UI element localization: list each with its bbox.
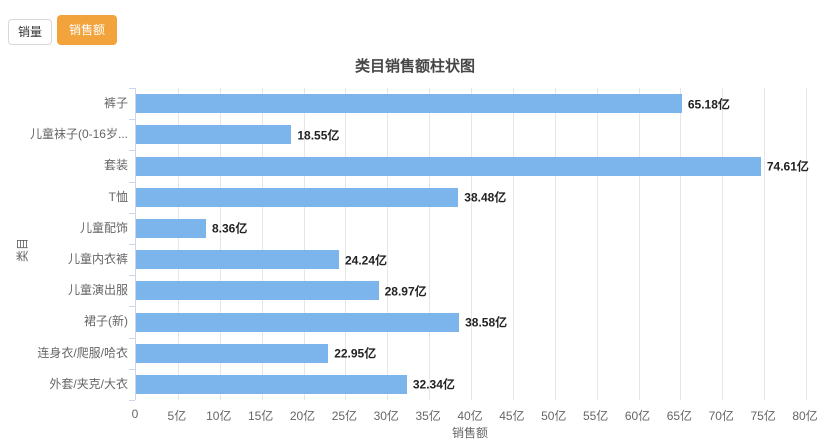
- bar[interactable]: [136, 343, 329, 363]
- x-tick-label: 55亿: [582, 409, 609, 423]
- bar[interactable]: [136, 312, 460, 332]
- y-category-label: 儿童内衣裤: [67, 252, 128, 266]
- gridline: [387, 88, 389, 400]
- y-axis-tick: [129, 212, 135, 214]
- bar[interactable]: [136, 281, 379, 301]
- y-category-label: 套装: [103, 158, 128, 173]
- y-axis-tick: [129, 88, 135, 89]
- gridline: [345, 88, 347, 400]
- x-tick-label: 70亿: [708, 409, 734, 423]
- y-category-label: 外套/夹克/大衣: [49, 376, 128, 391]
- x-tick-label: 80亿: [792, 409, 818, 423]
- x-tick-label: 35亿: [415, 409, 441, 423]
- bar-value-label: 74.61亿: [766, 159, 809, 174]
- y-axis-tick: [129, 400, 135, 401]
- bar[interactable]: [136, 156, 761, 176]
- bar[interactable]: [136, 94, 682, 114]
- bar-value-label: 65.18亿: [687, 97, 730, 112]
- y-axis-tick: [129, 306, 135, 308]
- y-axis-tick: [129, 337, 135, 339]
- x-tick-label: 15亿: [247, 409, 274, 423]
- y-category-label: 儿童演出服: [67, 283, 128, 298]
- plot-area: [135, 88, 807, 400]
- x-tick-label: 50亿: [541, 409, 567, 423]
- gridline: [471, 88, 472, 400]
- y-axis-tick: [129, 119, 135, 121]
- y-category-label: T恤: [108, 189, 128, 204]
- x-tick-label: 60亿: [624, 409, 651, 423]
- bar-value-label: 32.34亿: [412, 377, 455, 392]
- y-category-label: 裙子(新): [84, 314, 128, 329]
- bar-value-label: 24.24亿: [345, 253, 388, 268]
- gridline: [596, 88, 598, 400]
- x-tick-label: 30亿: [373, 409, 399, 423]
- sales-amount-button[interactable]: 销售额: [57, 15, 118, 45]
- gridline: [722, 88, 724, 400]
- sales-volume-button[interactable]: 销量: [8, 19, 53, 45]
- x-tick-label: 20亿: [289, 409, 316, 423]
- gridline: [177, 88, 179, 400]
- y-axis-tick: [129, 275, 135, 277]
- bar[interactable]: [136, 125, 292, 145]
- y-axis-tick: [129, 368, 135, 370]
- x-tick-label: 10亿: [206, 409, 232, 423]
- bar[interactable]: [136, 187, 459, 207]
- bar[interactable]: [136, 250, 339, 270]
- x-tick-label: 40亿: [457, 409, 483, 423]
- gridline: [303, 88, 305, 400]
- bar[interactable]: [136, 374, 407, 394]
- bar-value-label: 28.97亿: [384, 284, 427, 299]
- gridline: [219, 88, 221, 400]
- x-tick-label: 45亿: [499, 409, 525, 423]
- y-axis-tick: [129, 244, 135, 245]
- gridline: [261, 88, 263, 400]
- x-axis-name: 销售额: [451, 426, 489, 440]
- x-tick-label: 25亿: [331, 409, 358, 423]
- bar-value-label: 18.55亿: [297, 128, 340, 143]
- gridline: [554, 88, 556, 400]
- gridline: [429, 88, 431, 400]
- x-tick-label: 65亿: [666, 409, 693, 423]
- gridline: [680, 88, 682, 400]
- y-category-label: 儿童配饰: [79, 220, 128, 235]
- bar-value-label: 38.58亿: [465, 315, 508, 330]
- gridline: [638, 88, 640, 400]
- y-category-label: 儿童袜子(0-16岁...: [29, 127, 128, 142]
- y-category-label: 连身衣/爬服/哈衣: [37, 345, 128, 360]
- y-axis-tick: [129, 150, 135, 152]
- bar[interactable]: [136, 218, 206, 238]
- gridline: [764, 88, 766, 400]
- y-category-label: 裤子: [103, 96, 128, 110]
- x-tick-label: 5亿: [167, 409, 187, 423]
- gridline: [512, 88, 514, 400]
- x-tick-label: 75亿: [750, 409, 776, 423]
- bar-value-label: 8.36亿: [212, 221, 248, 236]
- bar-value-label: 38.48亿: [464, 190, 507, 205]
- gridline: [806, 88, 807, 400]
- y-axis-tick: [129, 181, 135, 183]
- x-tick-label: 0: [131, 407, 139, 421]
- chart-title: 类目销售额柱状图: [354, 58, 475, 75]
- bar-value-label: 22.95亿: [334, 346, 377, 361]
